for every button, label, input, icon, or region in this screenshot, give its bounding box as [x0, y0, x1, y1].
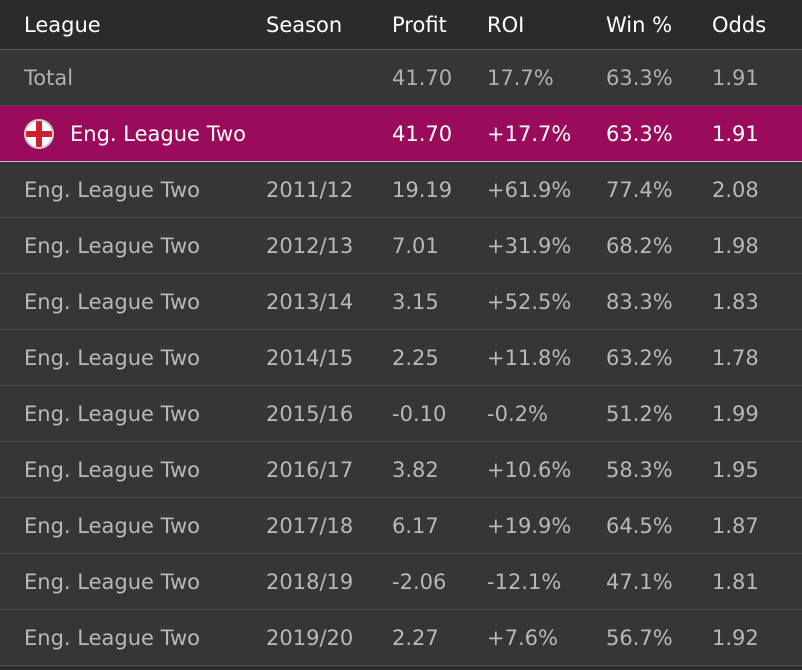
row-league: Eng. League Two: [24, 625, 200, 650]
table-header: League Season Profit ROI Win % Odds: [0, 0, 802, 50]
row-win: 77.4%: [606, 177, 673, 202]
row-win: 56.7%: [606, 625, 673, 650]
total-odds: 1.91: [712, 65, 759, 90]
row-win: 68.2%: [606, 233, 673, 258]
row-league: Eng. League Two: [24, 177, 200, 202]
row-league: Eng. League Two: [24, 457, 200, 482]
table-row[interactable]: Eng. League Two 2015/16 -0.10 -0.2% 51.2…: [0, 386, 802, 442]
row-odds: 1.81: [712, 569, 759, 594]
row-profit: -0.10: [392, 401, 447, 426]
row-season: 2019/20: [266, 625, 354, 650]
row-profit: 2.27: [392, 625, 439, 650]
group-odds: 1.91: [712, 121, 759, 146]
total-profit: 41.70: [392, 65, 453, 90]
row-win: 51.2%: [606, 401, 673, 426]
row-profit: 2.25: [392, 345, 439, 370]
row-odds: 2.08: [712, 177, 759, 202]
table-row[interactable]: Eng. League Two 2019/20 2.27 +7.6% 56.7%…: [0, 610, 802, 666]
table-row[interactable]: Eng. League Two 2014/15 2.25 +11.8% 63.2…: [0, 330, 802, 386]
row-league: Eng. League Two: [24, 569, 200, 594]
header-odds[interactable]: Odds: [712, 12, 767, 37]
row-roi: +31.9%: [487, 233, 572, 258]
row-season: 2016/17: [266, 457, 354, 482]
row-win: 47.1%: [606, 569, 673, 594]
row-profit: 3.82: [392, 457, 439, 482]
row-season: 2015/16: [266, 401, 354, 426]
total-win: 63.3%: [606, 65, 673, 90]
table-row[interactable]: Eng. League Two 2011/12 19.19 +61.9% 77.…: [0, 162, 802, 218]
row-league: Eng. League Two: [24, 401, 200, 426]
row-season: 2018/19: [266, 569, 354, 594]
row-profit: 7.01: [392, 233, 439, 258]
row-roi: +61.9%: [487, 177, 572, 202]
row-roi: +19.9%: [487, 513, 572, 538]
row-profit: 6.17: [392, 513, 439, 538]
row-win: 64.5%: [606, 513, 673, 538]
row-roi: -0.2%: [487, 401, 548, 426]
row-win: 63.2%: [606, 345, 673, 370]
total-league: Total: [24, 65, 74, 90]
group-league: Eng. League Two: [70, 121, 246, 146]
row-season: 2013/14: [266, 289, 354, 314]
table-bottom-edge: [0, 667, 802, 670]
table-row[interactable]: Eng. League Two 2018/19 -2.06 -12.1% 47.…: [0, 554, 802, 610]
header-league[interactable]: League: [24, 12, 101, 37]
league-group-row[interactable]: Eng. League Two 41.70 +17.7% 63.3% 1.91: [0, 106, 802, 162]
group-league-cell: Eng. League Two: [24, 106, 246, 161]
row-odds: 1.92: [712, 625, 759, 650]
row-league: Eng. League Two: [24, 513, 200, 538]
row-season: 2017/18: [266, 513, 354, 538]
row-win: 83.3%: [606, 289, 673, 314]
row-roi: +52.5%: [487, 289, 572, 314]
table-row[interactable]: Eng. League Two 2012/13 7.01 +31.9% 68.2…: [0, 218, 802, 274]
group-win: 63.3%: [606, 121, 673, 146]
row-odds: 1.95: [712, 457, 759, 482]
row-profit: 3.15: [392, 289, 439, 314]
row-roi: +10.6%: [487, 457, 572, 482]
header-win[interactable]: Win %: [606, 12, 673, 37]
row-roi: -12.1%: [487, 569, 562, 594]
table-row[interactable]: Eng. League Two 2016/17 3.82 +10.6% 58.3…: [0, 442, 802, 498]
group-profit: 41.70: [392, 121, 453, 146]
row-season: 2012/13: [266, 233, 354, 258]
england-flag-icon: [24, 118, 54, 149]
row-profit: 19.19: [392, 177, 453, 202]
header-roi[interactable]: ROI: [487, 12, 525, 37]
group-roi: +17.7%: [487, 121, 572, 146]
row-season: 2011/12: [266, 177, 354, 202]
header-season[interactable]: Season: [266, 12, 343, 37]
row-season: 2014/15: [266, 345, 354, 370]
header-profit[interactable]: Profit: [392, 12, 447, 37]
table-row[interactable]: Eng. League Two 2013/14 3.15 +52.5% 83.3…: [0, 274, 802, 330]
row-profit: -2.06: [392, 569, 447, 594]
row-league: Eng. League Two: [24, 345, 200, 370]
total-row: Total 41.70 17.7% 63.3% 1.91: [0, 50, 802, 106]
row-roi: +7.6%: [487, 625, 558, 650]
row-league: Eng. League Two: [24, 233, 200, 258]
row-win: 58.3%: [606, 457, 673, 482]
total-roi: 17.7%: [487, 65, 554, 90]
row-odds: 1.98: [712, 233, 759, 258]
row-odds: 1.99: [712, 401, 759, 426]
table-row[interactable]: Eng. League Two 2017/18 6.17 +19.9% 64.5…: [0, 498, 802, 554]
row-odds: 1.87: [712, 513, 759, 538]
row-odds: 1.78: [712, 345, 759, 370]
row-roi: +11.8%: [487, 345, 572, 370]
row-league: Eng. League Two: [24, 289, 200, 314]
row-odds: 1.83: [712, 289, 759, 314]
